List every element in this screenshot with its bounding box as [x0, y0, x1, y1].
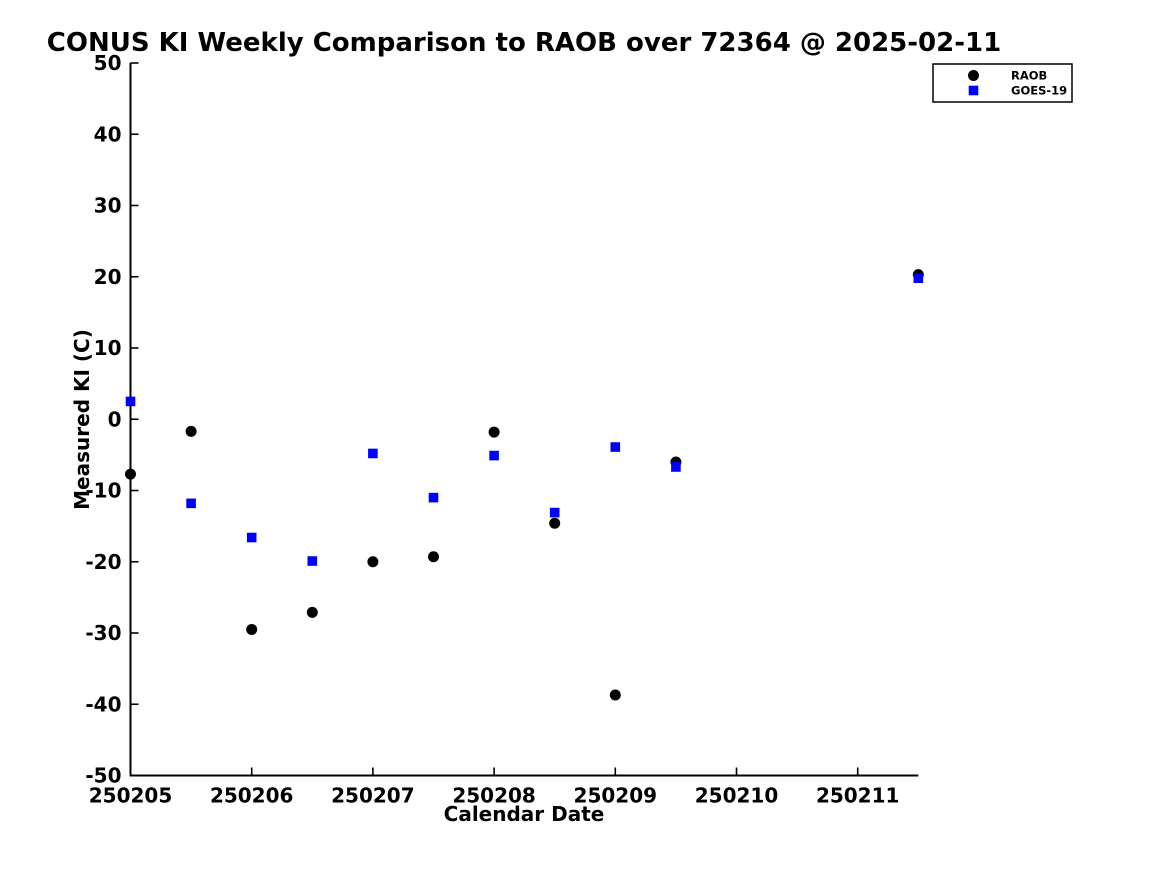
raob-legend-marker-icon — [968, 70, 979, 81]
data-points — [125, 269, 924, 701]
raob-point — [488, 426, 500, 438]
goes-19-point — [368, 448, 378, 459]
y-tick-label: 20 — [94, 265, 122, 289]
x-axis-label: Calendar Date — [444, 802, 605, 826]
raob-point — [185, 425, 197, 437]
raob-point — [246, 623, 258, 635]
goes-19-point — [489, 450, 499, 461]
x-axis-ticks: 250205 250206 250207 250208 250209 250210 2502… — [89, 767, 900, 808]
y-axis-label: Measured KI (C) — [70, 329, 94, 510]
axes — [129, 63, 919, 777]
raob-point — [125, 468, 136, 480]
y-tick-label: 40 — [94, 122, 122, 146]
goes-19-point — [610, 442, 621, 452]
x-tick-label: 250206 — [210, 784, 294, 808]
goes-19-point — [125, 396, 136, 407]
goes-19-point — [671, 462, 681, 472]
goes-19-point — [913, 273, 924, 283]
goes-19-point — [186, 498, 196, 509]
y-tick-label: -20 — [85, 550, 121, 574]
raob-point — [367, 556, 379, 568]
x-tick-label: 250210 — [695, 784, 779, 808]
x-tick-label: 250211 — [816, 784, 900, 808]
y-tick-label: -10 — [85, 479, 121, 503]
legend-label-goes: GOES-19 — [1011, 84, 1067, 98]
x-tick-label: 250205 — [89, 784, 173, 808]
x-tick-label: 250208 — [452, 784, 536, 808]
x-tick-label: 250209 — [574, 784, 658, 808]
y-tick-label: 0 — [108, 407, 122, 431]
legend-box — [932, 63, 1073, 103]
raob-point — [428, 551, 439, 563]
raob-point — [306, 606, 318, 618]
y-tick-label: -50 — [85, 764, 121, 788]
y-tick-label: -40 — [85, 692, 121, 716]
raob-point — [609, 689, 621, 701]
y-axis-ticks: -50 -40 -30 -20 -10 0 10 20 30 40 50 — [85, 51, 139, 788]
goes-19-point — [246, 532, 257, 543]
raob-point — [549, 517, 561, 529]
axis-spine — [129, 63, 919, 777]
goes-19-point — [307, 556, 318, 566]
chart-title: CONUS KI Weekly Comparison to RAOB over … — [47, 28, 1001, 58]
y-tick-label: 30 — [94, 194, 122, 218]
legend-label-raob: RAOB — [1011, 69, 1047, 83]
y-tick-label: -30 — [85, 621, 121, 645]
goes-19-point — [428, 492, 439, 503]
legend: RAOB GOES-19 — [932, 63, 1073, 103]
goes-19-point — [549, 507, 560, 518]
y-tick-label: 10 — [94, 336, 122, 360]
x-tick-label: 250207 — [331, 784, 415, 808]
goes-legend-marker-icon — [968, 85, 979, 96]
y-tick-label: 50 — [94, 51, 122, 75]
